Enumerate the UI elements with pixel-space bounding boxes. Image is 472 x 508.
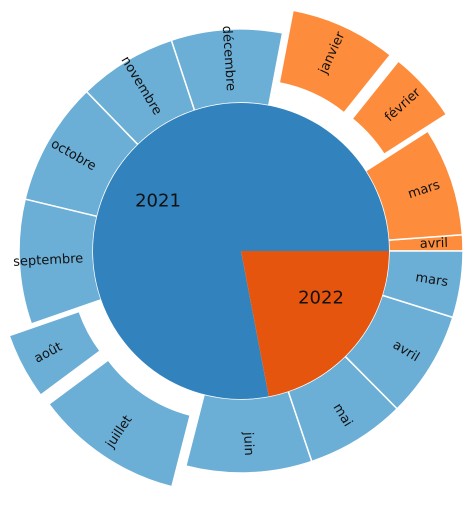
inner-label-2021: 2021 (135, 191, 181, 212)
outer-label-2021-juin: juin (240, 431, 256, 456)
inner-ring (93, 103, 389, 399)
inner-label-2022: 2022 (298, 288, 344, 309)
outer-label-2022-avril: avril (419, 236, 448, 252)
